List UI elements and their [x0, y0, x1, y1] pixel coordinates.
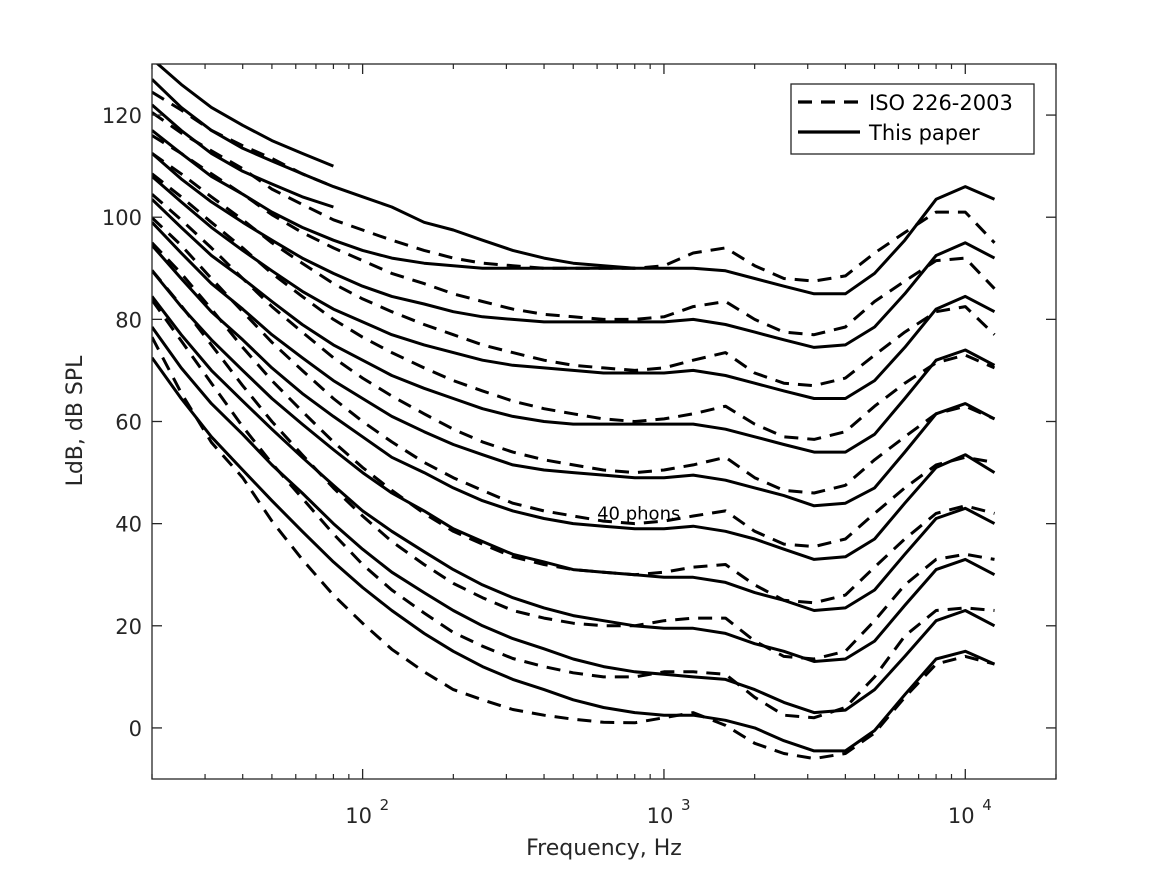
plot-area: [152, 64, 1056, 779]
x-tick-exponent: 3: [681, 796, 691, 814]
x-tick-exponent: 2: [380, 796, 390, 814]
series-paper-120-phon-line: [155, 64, 334, 168]
y-tick-label: 0: [129, 717, 142, 741]
x-tick-label: 10: [948, 804, 975, 828]
series-iso-20-phon-line: [152, 269, 995, 661]
y-tick-label: 100: [102, 206, 142, 230]
curves-layer: [152, 64, 996, 761]
legend-label-iso: ISO 226-2003: [869, 91, 1013, 115]
y-tick-label: 80: [115, 308, 142, 332]
y-tick-label: 20: [115, 615, 142, 639]
series-paper-80-phon-line: [152, 152, 996, 349]
legend-label-paper: This paper: [868, 121, 980, 145]
x-tick-exponent: 4: [982, 796, 992, 814]
series-iso-90-phon-line: [152, 111, 996, 283]
legend: ISO 226-2003 This paper: [790, 83, 1035, 155]
y-tick-label: 120: [102, 104, 142, 128]
series-paper-40-phon-line: [152, 244, 996, 561]
series-iso-70-phon-line: [152, 152, 996, 388]
y-tick-label: 40: [115, 513, 142, 537]
series-iso-60-phon-line: [152, 172, 996, 441]
y-axis-label: LdB, dB SPL: [63, 355, 88, 487]
annotation-40-phons: 40 phons: [597, 503, 680, 524]
y-tick-label: 60: [115, 411, 142, 435]
series-iso-10-phon-line: [152, 299, 995, 720]
x-tick-label: 10: [345, 804, 372, 828]
series-paper-10-phon-line: [152, 326, 996, 715]
series-paper-50-phon-line: [152, 221, 996, 508]
series-paper-90-phon-line: [152, 129, 996, 296]
series-paper-60-phon-line: [152, 198, 996, 454]
series-paper-0-phon-line: [152, 356, 996, 753]
series-paper-30-phon-line: [152, 269, 996, 612]
x-tick-label: 10: [647, 804, 674, 828]
series-iso-80-phon-line: [152, 134, 996, 337]
series-paper-100-phon-line: [152, 103, 334, 209]
series-paper-20-phon-line: [152, 295, 996, 663]
legend-box: [790, 83, 1035, 155]
x-axis-label: Frequency, Hz: [526, 836, 682, 861]
series-paper-70-phon-line: [152, 175, 996, 400]
series-iso-30-phon-line: [152, 241, 995, 605]
series-paper-110-phon-line: [152, 78, 635, 270]
series-iso-50-phon-line: [152, 193, 996, 495]
